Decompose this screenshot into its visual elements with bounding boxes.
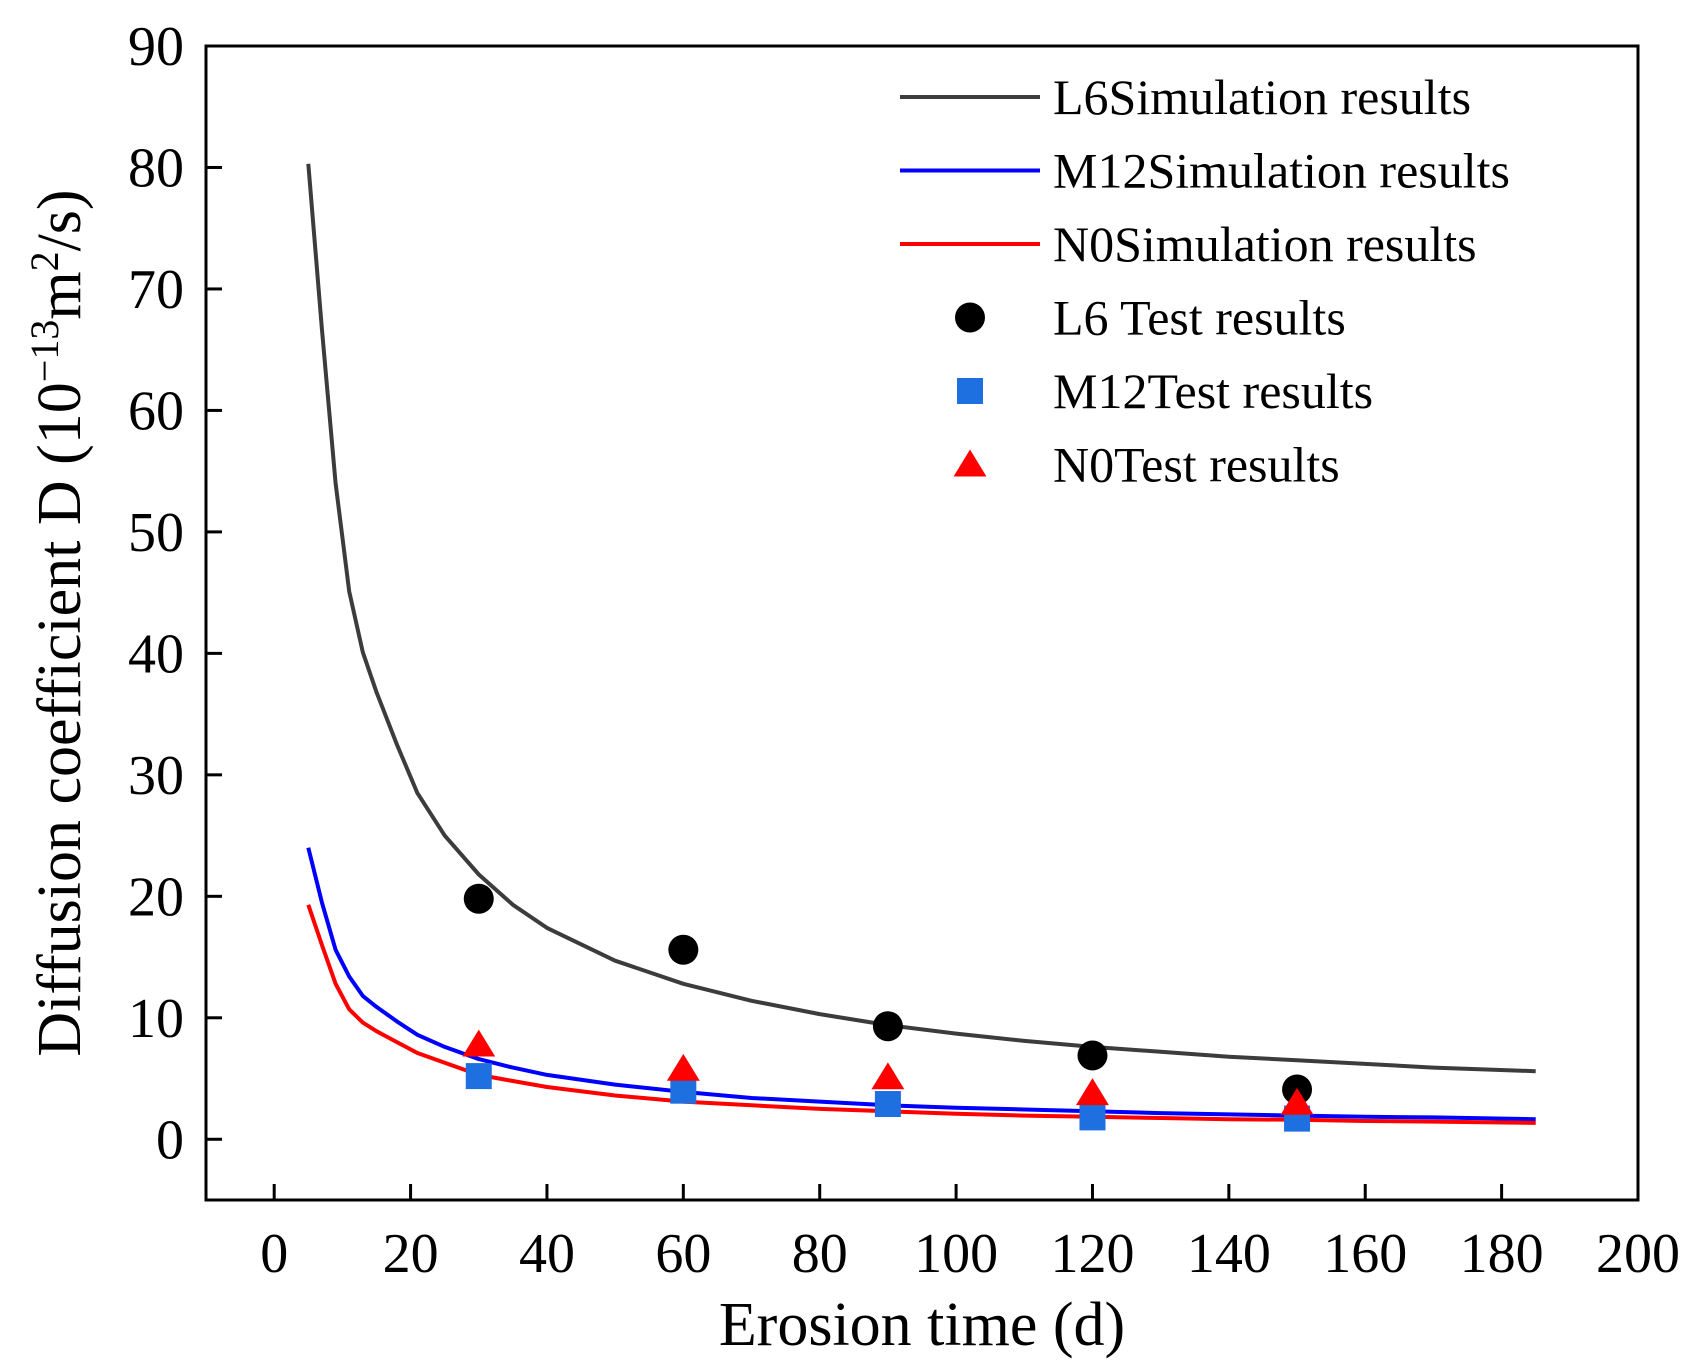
y-tick-label: 10 (128, 988, 184, 1050)
legend-marker-swatch (955, 302, 985, 333)
legend-marker-swatch (957, 378, 983, 404)
legend-item-l6-test-results: L6 Test results (955, 290, 1346, 346)
legend: L6Simulation results M12Simulation result… (900, 69, 1510, 493)
x-tick-label: 180 (1460, 1223, 1544, 1285)
series-line-l6simulation-results (306, 163, 1536, 1074)
y-tick-label: 20 (128, 866, 184, 928)
y-tick-label: 60 (128, 380, 184, 442)
data-point-l6-test-results (668, 934, 699, 965)
y-axis-title: Diffusion coefficient D (10−13m2/s) (22, 189, 95, 1056)
y-axis-title-unit: m (26, 271, 94, 319)
series-layer (306, 163, 1536, 1125)
x-tick-label: 160 (1323, 1223, 1407, 1285)
legend-label: N0Simulation results (1053, 216, 1477, 272)
data-point-m12test-results (465, 1063, 492, 1090)
y-tick-label: 0 (156, 1109, 184, 1171)
x-tick-label: 200 (1596, 1223, 1680, 1285)
data-point-n0test-results (1280, 1087, 1314, 1115)
y-tick-label: 30 (128, 745, 184, 807)
x-tick-label: 0 (260, 1223, 288, 1285)
data-point-l6-test-results (1077, 1040, 1108, 1071)
legend-marker-swatch (953, 449, 987, 477)
y-axis-title-exponent-2: 2 (22, 251, 67, 271)
data-point-l6-test-results (872, 1011, 903, 1042)
legend-label: L6 Test results (1053, 290, 1346, 346)
ticks-layer: 0 20 40 60 80 100 120 140 160 180 200 0 10 20 30 40 50 60… (128, 16, 1680, 1285)
x-tick-label: 60 (655, 1223, 711, 1285)
legend-label: M12Test results (1053, 363, 1373, 419)
series-line-n0simulation-results (306, 904, 1536, 1125)
legend-item-m12simulation-results: M12Simulation results (900, 143, 1510, 199)
y-tick-label: 40 (128, 623, 184, 685)
data-point-l6-test-results (463, 883, 494, 914)
x-tick-label: 140 (1187, 1223, 1271, 1285)
legend-item-m12test-results: M12Test results (957, 363, 1373, 419)
x-axis-title: Erosion time (d) (719, 1291, 1125, 1359)
y-axis-title-suffix: /s) (26, 189, 94, 251)
legend-label: M12Simulation results (1053, 143, 1510, 199)
legend-label: L6Simulation results (1053, 69, 1471, 125)
data-point-n0test-results (871, 1062, 905, 1090)
legend-item-n0test-results: N0Test results (953, 437, 1340, 493)
legend-label: N0Test results (1053, 437, 1340, 493)
y-tick-label: 80 (128, 137, 184, 199)
marker-layer (462, 883, 1314, 1132)
data-point-m12test-results (1079, 1104, 1106, 1131)
x-tick-label: 80 (792, 1223, 848, 1285)
x-tick-label: 40 (519, 1223, 575, 1285)
data-point-n0test-results (666, 1053, 700, 1081)
x-tick-label: 100 (914, 1223, 998, 1285)
x-tick-label: 20 (383, 1223, 439, 1285)
y-tick-label: 70 (128, 259, 184, 321)
legend-item-n0simulation-results: N0Simulation results (900, 216, 1477, 272)
series-line-m12simulation-results (306, 847, 1536, 1122)
x-tick-label: 120 (1050, 1223, 1134, 1285)
y-tick-label: 90 (128, 16, 184, 78)
data-point-n0test-results (462, 1029, 496, 1057)
data-point-m12test-results (670, 1077, 697, 1104)
y-tick-label: 50 (128, 502, 184, 564)
y-axis-title-prefix: Diffusion coefficient D (10 (26, 382, 94, 1056)
data-point-m12test-results (874, 1091, 901, 1118)
y-axis-title-exponent-1: −13 (22, 320, 67, 383)
plot-frame (204, 44, 1640, 1202)
legend-item-l6simulation-results: L6Simulation results (900, 69, 1471, 125)
data-point-n0test-results (1076, 1078, 1109, 1106)
